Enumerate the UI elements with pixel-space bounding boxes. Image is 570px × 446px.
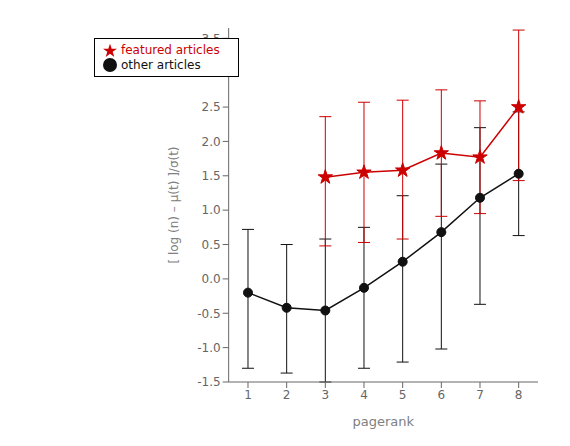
svg-text:3.0: 3.0 <box>202 66 221 80</box>
svg-text:-1.5: -1.5 <box>197 375 220 389</box>
svg-text:3: 3 <box>322 388 330 402</box>
svg-text:2.0: 2.0 <box>202 135 221 149</box>
html-text:featured articles: featured articles <box>121 43 220 57</box>
svg-text:4: 4 <box>360 388 368 402</box>
svg-text:7: 7 <box>476 388 484 402</box>
svg-text:0.0: 0.0 <box>202 272 221 286</box>
svg-text:1: 1 <box>244 388 252 402</box>
svg-text:1.0: 1.0 <box>202 203 221 217</box>
html-text:other articles: other articles <box>121 57 201 72</box>
svg-text:6: 6 <box>438 388 446 402</box>
svg-text:-0.5: -0.5 <box>197 307 220 321</box>
svg-text:3.5: 3.5 <box>202 32 221 46</box>
svg-text:1.5: 1.5 <box>202 169 221 183</box>
svg-text:pagerank: pagerank <box>353 414 415 429</box>
svg-text:2.5: 2.5 <box>202 100 221 114</box>
svg-text:-1.0: -1.0 <box>197 341 220 355</box>
svg-text:2: 2 <box>283 388 291 402</box>
svg-text:0.5: 0.5 <box>202 238 221 252</box>
svg-text:5: 5 <box>399 388 407 402</box>
svg-text:[ log (n) – μ(t) ]/σ(t): [ log (n) – μ(t) ]/σ(t) <box>167 146 181 263</box>
svg-text:8: 8 <box>515 388 523 402</box>
